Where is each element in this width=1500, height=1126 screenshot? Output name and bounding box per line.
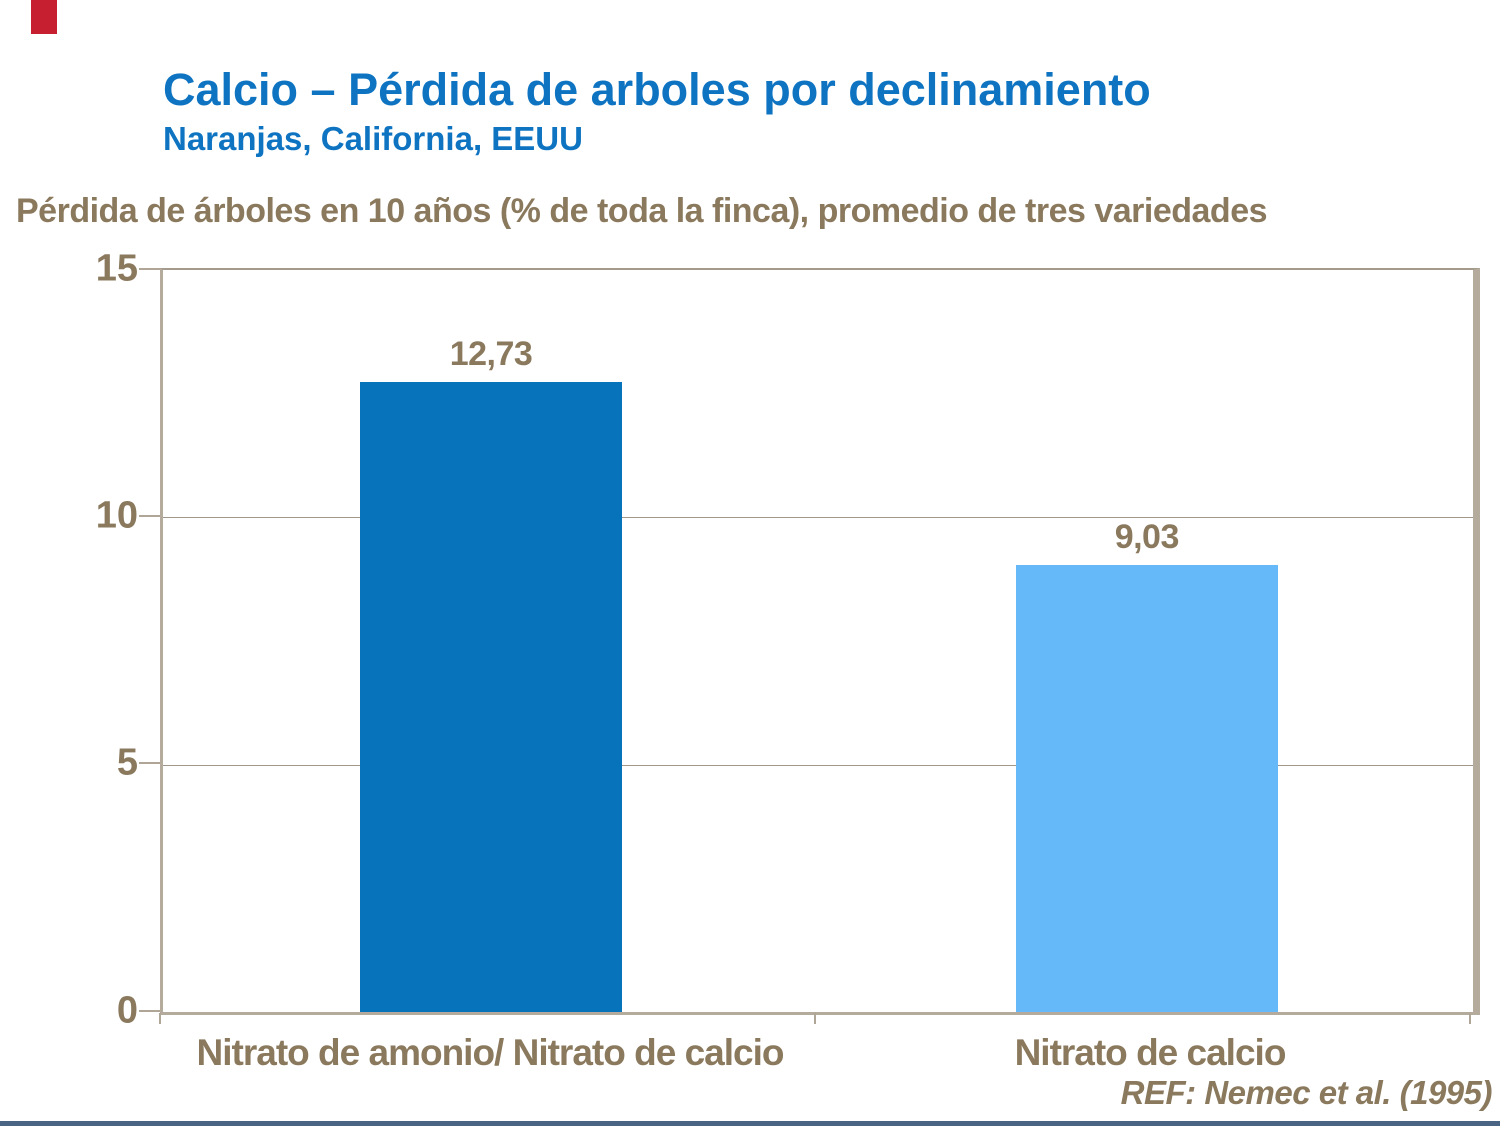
bar-nitrato-amonio-calcio: [360, 382, 623, 1012]
y-tick-mark-0: [139, 1010, 160, 1012]
slide-subtitle: Naranjas, California, EEUU: [163, 120, 583, 157]
chart-axis-title: Pérdida de árboles en 10 años (% de toda…: [16, 192, 1268, 230]
slide-title: Calcio – Pérdida de arboles por declinam…: [163, 64, 1151, 115]
x-category-label-nitrato-calcio: Nitrato de calcio: [1014, 1032, 1287, 1073]
gridline-5: [163, 764, 1473, 766]
x-category-label-nitrato-amonio-calcio: Nitrato de amonio/ Nitrato de calcio: [196, 1032, 785, 1073]
brand-logo-mark: [31, 0, 57, 34]
bar-column-nitrato-amonio-calcio: 12,73: [360, 270, 623, 1012]
y-tick-label-10: 10: [95, 494, 138, 537]
y-tick-label-5: 5: [116, 741, 138, 784]
y-tick-mark-10: [139, 515, 160, 517]
bar-nitrato-calcio: [1015, 565, 1278, 1012]
plot-area: 12,73 9,03: [160, 268, 1480, 1015]
x-tick-mark-right: [1469, 1013, 1471, 1024]
bar-value-label: 12,73: [449, 335, 533, 374]
bar-column-nitrato-calcio: 9,03: [1015, 270, 1278, 1012]
y-tick-mark-15: [139, 268, 160, 270]
x-tick-mark-left: [159, 1013, 161, 1024]
x-tick-mark-middle: [814, 1013, 816, 1024]
footer-accent-bar: [0, 1121, 1500, 1126]
y-tick-label-0: 0: [116, 989, 138, 1032]
bar-value-label: 9,03: [1114, 518, 1180, 557]
reference-citation: REF: Nemec et al. (1995): [1120, 1074, 1493, 1111]
gridline-10: [163, 517, 1473, 519]
y-tick-mark-5: [139, 762, 160, 764]
y-tick-label-15: 15: [95, 247, 138, 290]
